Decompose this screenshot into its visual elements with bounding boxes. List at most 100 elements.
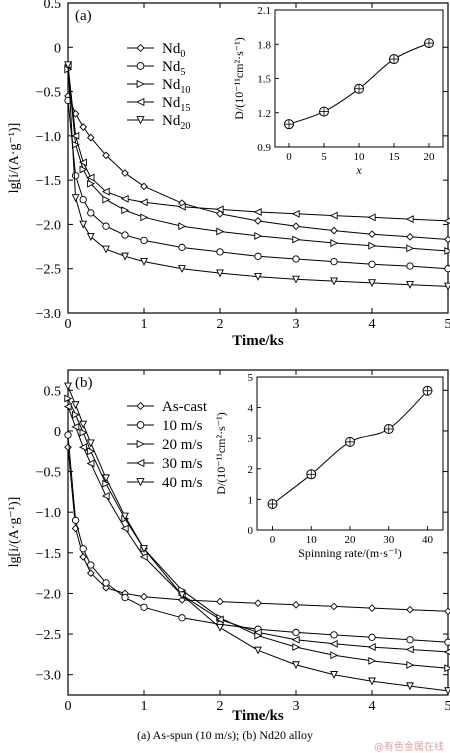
data-point xyxy=(407,606,413,612)
data-point xyxy=(122,594,128,600)
y-tick-label: 0 xyxy=(54,41,61,56)
legend-label-subscript: 20 xyxy=(180,121,190,132)
data-point xyxy=(72,517,78,523)
data-point xyxy=(407,263,413,269)
inset-x-tick-label: 10 xyxy=(306,534,318,546)
legend-label: Nd20 xyxy=(162,113,190,132)
data-point xyxy=(80,124,86,130)
legend-label-text: 30 m/s xyxy=(162,456,203,472)
data-point xyxy=(331,632,337,638)
inset-x-tick-label: 40 xyxy=(422,534,434,546)
data-point xyxy=(369,214,375,220)
legend-label: Nd15 xyxy=(162,95,190,114)
legend-label-text: Nd xyxy=(162,59,181,75)
data-point xyxy=(179,244,185,250)
data-point xyxy=(331,258,337,264)
inset-x-tick-label: 30 xyxy=(383,534,395,546)
data-point xyxy=(217,249,223,255)
y-tick-label: −3.0 xyxy=(36,307,61,322)
legend-label: As-cast xyxy=(162,399,208,415)
legend-label: Nd10 xyxy=(162,77,190,96)
data-point xyxy=(122,525,128,531)
x-axis-label: Time/ks xyxy=(232,333,284,349)
inset-y-tick-label: 5 xyxy=(248,372,254,384)
x-tick-label: 5 xyxy=(445,317,450,332)
inset-y-tick-label: 4 xyxy=(248,403,254,415)
data-point xyxy=(122,207,128,213)
data-point xyxy=(407,662,413,668)
data-point xyxy=(80,444,86,450)
inset-data-point xyxy=(307,470,316,479)
data-point xyxy=(80,159,86,165)
data-point xyxy=(141,214,147,220)
data-point xyxy=(141,554,147,560)
data-point xyxy=(72,402,78,408)
data-point xyxy=(331,212,337,218)
x-tick-label: 0 xyxy=(65,317,72,332)
data-point xyxy=(103,246,109,252)
y-tick-label: 0.5 xyxy=(44,0,62,12)
y-axis-label: lg[i/(A·g⁻¹)] xyxy=(7,497,22,568)
data-point xyxy=(72,195,78,201)
x-axis-label: Time/ks xyxy=(232,708,284,724)
data-point xyxy=(72,424,78,430)
data-point xyxy=(407,216,413,222)
legend-label-text: 10 m/s xyxy=(162,418,203,434)
data-point xyxy=(122,253,128,259)
inset-y-tick-label: 2.1 xyxy=(257,5,271,17)
data-point xyxy=(122,196,128,202)
panel-label: (a) xyxy=(75,8,92,24)
data-point xyxy=(293,637,299,643)
inset-y-tick-label: 1.8 xyxy=(257,39,271,51)
legend-marker xyxy=(137,441,144,448)
legend-label: 30 m/s xyxy=(162,456,203,472)
data-point xyxy=(407,234,413,240)
inset-y-tick-label: 1.5 xyxy=(257,74,271,86)
data-point xyxy=(103,493,109,499)
inset-data-point xyxy=(346,437,355,446)
data-point xyxy=(217,598,223,604)
data-point xyxy=(80,196,86,202)
y-tick-label: −1.0 xyxy=(36,130,61,145)
data-point xyxy=(255,600,261,606)
inset-x-tick-label: 10 xyxy=(354,151,366,163)
data-point xyxy=(445,236,450,242)
data-point xyxy=(141,604,147,610)
inset-x-tick-label: 20 xyxy=(345,534,357,546)
inset-frame xyxy=(275,10,443,147)
legend-label-text: 20 m/s xyxy=(162,437,203,453)
legend-label-subscript: 10 xyxy=(180,85,190,96)
data-point xyxy=(255,218,261,224)
data-point xyxy=(88,460,94,466)
legend-label: Nd5 xyxy=(162,59,185,78)
inset-x-tick-label: 20 xyxy=(424,151,436,163)
y-tick-label: −2.0 xyxy=(36,218,61,233)
legend-label-text: Nd xyxy=(162,95,181,111)
data-point xyxy=(217,228,223,234)
y-tick-label: −1.5 xyxy=(36,547,61,562)
data-point xyxy=(103,223,109,229)
data-point xyxy=(255,209,261,215)
data-point xyxy=(369,231,375,237)
legend-label-text: Nd xyxy=(162,77,181,93)
data-point xyxy=(445,266,450,272)
x-tick-label: 2 xyxy=(217,699,224,714)
data-point xyxy=(293,211,299,217)
y-axis-label: lg[i/(A·g⁻¹)] xyxy=(7,123,22,194)
data-point xyxy=(141,237,147,243)
data-point xyxy=(72,411,78,417)
legend-marker xyxy=(137,63,144,70)
data-point xyxy=(255,233,261,239)
data-point xyxy=(369,605,375,611)
inset-y-tick-label: 1.2 xyxy=(257,108,271,120)
legend-label-subscript: 0 xyxy=(180,49,185,60)
inset-x-tick-label: 15 xyxy=(389,151,401,163)
legend-marker xyxy=(137,99,144,106)
panel-label: (b) xyxy=(75,375,93,391)
data-point xyxy=(445,248,450,254)
inset-data-point xyxy=(355,84,364,93)
data-point xyxy=(80,221,86,227)
data-point xyxy=(141,593,147,599)
